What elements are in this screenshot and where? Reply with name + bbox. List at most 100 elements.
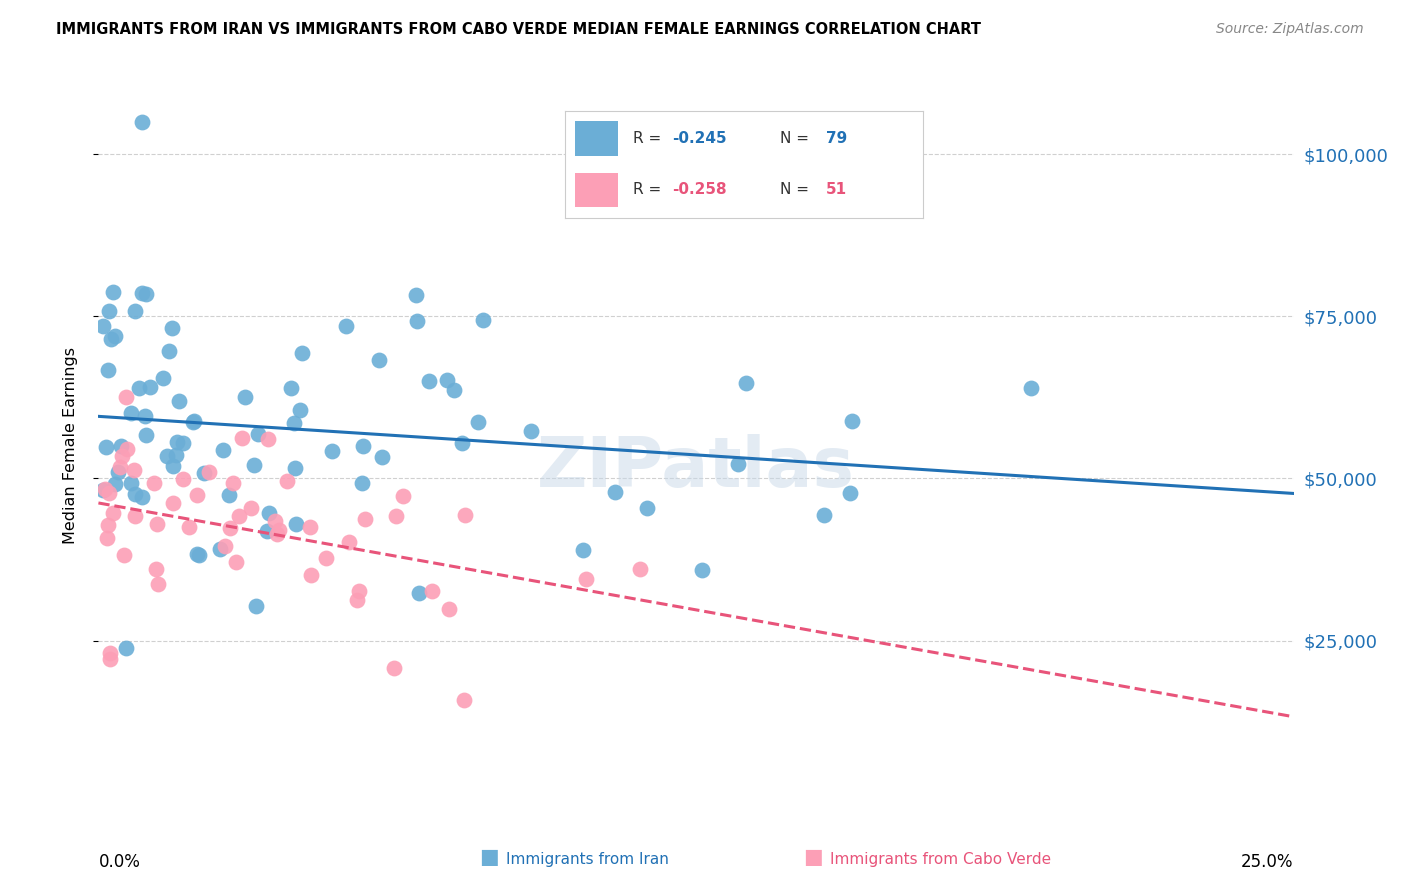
Point bbox=[139, 380, 162, 394]
Point bbox=[162, 320, 184, 334]
Point bbox=[212, 443, 235, 458]
Point bbox=[145, 562, 167, 576]
Point bbox=[283, 416, 305, 430]
Point bbox=[134, 409, 156, 423]
Point bbox=[131, 490, 153, 504]
Point bbox=[352, 439, 374, 453]
Point bbox=[152, 371, 174, 385]
Point bbox=[114, 390, 136, 404]
Point bbox=[392, 489, 415, 503]
Point bbox=[235, 390, 257, 404]
Point bbox=[120, 476, 142, 491]
Point bbox=[97, 303, 120, 318]
Point bbox=[209, 542, 232, 557]
Point bbox=[104, 329, 127, 343]
Point bbox=[321, 443, 343, 458]
Point bbox=[838, 485, 860, 500]
Point bbox=[124, 487, 146, 501]
Point bbox=[520, 424, 543, 438]
Text: IMMIGRANTS FROM IRAN VS IMMIGRANTS FROM CABO VERDE MEDIAN FEMALE EARNINGS CORREL: IMMIGRANTS FROM IRAN VS IMMIGRANTS FROM … bbox=[56, 22, 981, 37]
Point bbox=[143, 476, 166, 491]
Point bbox=[108, 459, 131, 474]
Point bbox=[267, 523, 290, 537]
Point bbox=[603, 484, 626, 499]
Point bbox=[128, 381, 150, 395]
Point bbox=[179, 520, 201, 534]
Point bbox=[91, 319, 114, 334]
Point bbox=[368, 352, 391, 367]
Point bbox=[247, 426, 270, 441]
Point bbox=[451, 436, 474, 450]
Point bbox=[354, 512, 377, 526]
Point bbox=[146, 517, 169, 532]
Point bbox=[453, 693, 475, 707]
Point bbox=[467, 415, 489, 429]
Y-axis label: Median Female Earnings: Median Female Earnings bbox=[63, 348, 77, 544]
Point bbox=[98, 646, 121, 660]
Point bbox=[131, 114, 153, 128]
Point bbox=[288, 403, 311, 417]
Point bbox=[443, 383, 465, 397]
Point bbox=[285, 516, 308, 531]
Point bbox=[299, 568, 322, 582]
Point bbox=[98, 652, 121, 666]
Point bbox=[188, 548, 211, 562]
Point bbox=[299, 520, 322, 534]
Point bbox=[385, 508, 408, 523]
Point bbox=[575, 572, 598, 586]
Text: 0.0%: 0.0% bbox=[98, 853, 141, 871]
Point bbox=[284, 461, 307, 475]
Point bbox=[155, 449, 177, 463]
Point bbox=[219, 521, 242, 535]
Point bbox=[101, 285, 124, 300]
Point bbox=[239, 500, 262, 515]
Point bbox=[264, 514, 287, 528]
Point bbox=[112, 548, 135, 562]
Point bbox=[405, 314, 427, 328]
Point bbox=[245, 599, 267, 614]
Point bbox=[266, 527, 288, 541]
Text: Immigrants from Cabo Verde: Immigrants from Cabo Verde bbox=[830, 852, 1050, 867]
Point bbox=[122, 463, 145, 477]
Point bbox=[97, 517, 120, 532]
Point bbox=[257, 506, 280, 520]
Point bbox=[225, 555, 247, 569]
Point bbox=[735, 376, 758, 391]
Point bbox=[124, 304, 146, 318]
Point bbox=[124, 509, 146, 524]
Point bbox=[172, 472, 194, 486]
Point bbox=[347, 584, 370, 599]
Point bbox=[1019, 381, 1042, 395]
Point bbox=[117, 442, 139, 456]
Point bbox=[690, 563, 713, 577]
Point bbox=[339, 534, 361, 549]
Point bbox=[276, 474, 298, 488]
Point bbox=[162, 496, 184, 510]
Point bbox=[841, 414, 863, 428]
Point bbox=[214, 540, 236, 554]
Point bbox=[111, 449, 134, 463]
Point bbox=[315, 550, 337, 565]
Point bbox=[135, 287, 157, 301]
Point bbox=[420, 583, 443, 598]
Text: ■: ■ bbox=[479, 847, 499, 867]
Point bbox=[335, 318, 357, 333]
Point bbox=[418, 374, 440, 388]
Point bbox=[110, 439, 132, 453]
Point bbox=[454, 508, 477, 522]
Point bbox=[101, 506, 124, 520]
Point bbox=[91, 483, 114, 497]
Point bbox=[115, 641, 138, 656]
Point bbox=[100, 332, 122, 346]
Text: ■: ■ bbox=[803, 847, 823, 867]
Point bbox=[628, 562, 651, 576]
Point bbox=[183, 414, 205, 428]
Point bbox=[408, 586, 430, 600]
Point bbox=[97, 363, 120, 377]
Point bbox=[146, 577, 169, 591]
Text: 25.0%: 25.0% bbox=[1241, 853, 1294, 871]
Point bbox=[162, 459, 184, 474]
Point bbox=[405, 287, 427, 301]
Point bbox=[257, 433, 280, 447]
Point bbox=[94, 440, 117, 454]
